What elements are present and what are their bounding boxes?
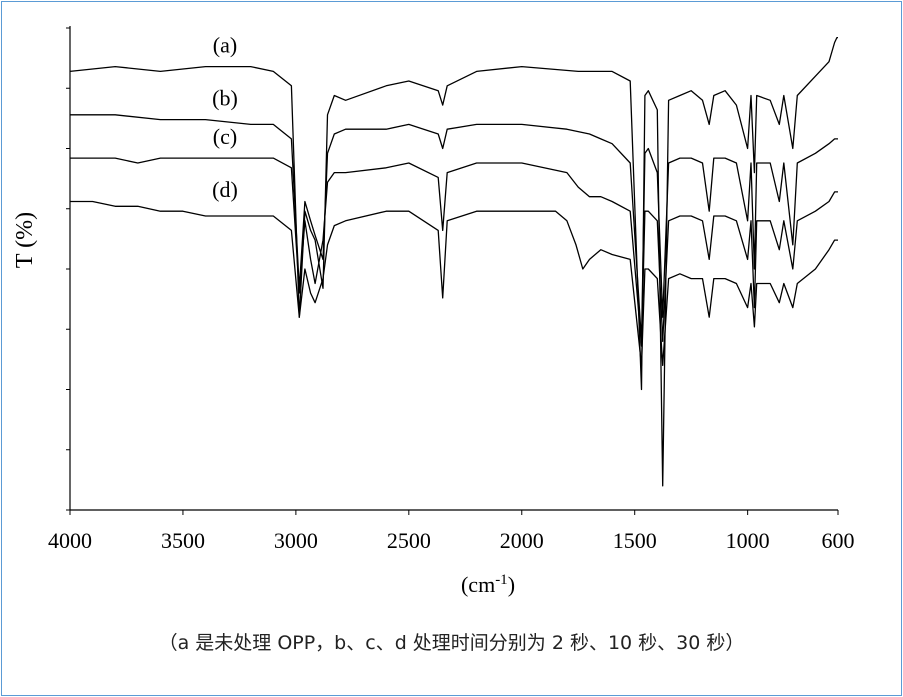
series-label-b: (b) (212, 86, 238, 111)
series-labels: (a) (b) (c) (d) (212, 33, 238, 203)
x-tick-label: 3500 (161, 528, 205, 553)
chart-axes: 4000 3500 3000 2500 2000 1500 1000 600 (48, 26, 855, 553)
series-label-d: (d) (212, 177, 238, 202)
series-line-a (69, 36, 838, 487)
x-tick-label: 1000 (726, 528, 770, 553)
series-line-d (70, 200, 838, 367)
x-tick-label: 4000 (48, 528, 92, 553)
y-axis-label: T (%) (12, 212, 38, 268)
x-axis-label: (cm-1) (461, 572, 515, 597)
series-label-a: (a) (213, 33, 237, 58)
x-tick-label: 2500 (387, 528, 431, 553)
x-tick-label: 600 (822, 528, 855, 553)
x-tick-label: 1500 (613, 528, 657, 553)
series-lines (69, 36, 838, 487)
series-line-b (70, 114, 838, 342)
series-line-c (70, 157, 838, 347)
series-label-c: (c) (213, 124, 237, 149)
figure-caption: （a 是未处理 OPP，b、c、d 处理时间分别为 2 秒、10 秒、30 秒） (158, 632, 745, 654)
x-tick-label: 3000 (274, 528, 318, 553)
ftir-chart: 4000 3500 3000 2500 2000 1500 1000 600 (a) (b) (c… (12, 26, 855, 597)
x-tick-label: 2000 (500, 528, 544, 553)
